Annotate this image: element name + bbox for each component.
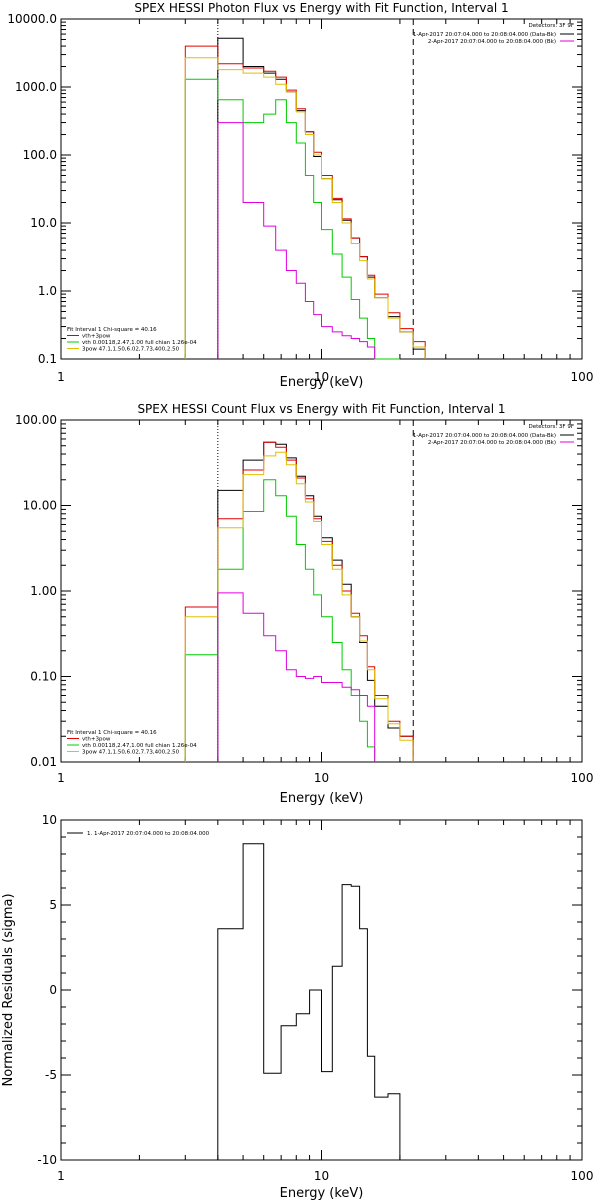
x-axis-label: Energy (keV) bbox=[280, 375, 364, 390]
y-tick-label: -10 bbox=[37, 1153, 57, 1167]
y-tick-label: 1.0 bbox=[38, 284, 57, 298]
y-tick-label: 0.10 bbox=[30, 670, 57, 684]
y-tick-label: 1000.0 bbox=[15, 80, 57, 94]
y-tick-label: 10.00 bbox=[23, 499, 57, 513]
series-power_law bbox=[184, 57, 426, 359]
legend-fit-header: Fit Interval 1 Chi-square = 40.16 bbox=[67, 730, 157, 736]
x-axis-label: Energy (keV) bbox=[280, 791, 364, 806]
y-tick-label: 5 bbox=[49, 898, 57, 912]
chart-title: SPEX HESSI Count Flux vs Energy with Fit… bbox=[137, 402, 505, 416]
series-line-data bbox=[217, 37, 426, 359]
legend-fit: Fit Interval 1 Chi-square = 40.16vth+3po… bbox=[67, 327, 197, 353]
y-axis-label: Normalized Residuals (sigma) bbox=[1, 893, 16, 1086]
chart-title: SPEX HESSI Photon Flux vs Energy with Fi… bbox=[134, 1, 508, 15]
y-tick-label: 100.00 bbox=[15, 413, 57, 427]
legend-entry: 3pow 47.1,1.50,6.02,7.73,400,2.50 bbox=[82, 347, 180, 353]
plot-frame bbox=[60, 419, 583, 763]
y-tick-label: 0.1 bbox=[38, 352, 57, 366]
legend-entry: vth 0.00118,2.47,1.00 full chian 1.26e-0… bbox=[82, 743, 197, 749]
legend-entry: vth+3pow bbox=[82, 737, 111, 743]
legend-entry: 3pow 47.1,1.50,6.02,7.73,400,2.50 bbox=[82, 750, 180, 756]
y-tick-label: 10.0 bbox=[30, 216, 57, 230]
y-tick-label: 0.01 bbox=[30, 755, 57, 769]
x-tick-label: 100 bbox=[571, 771, 594, 785]
series-background bbox=[217, 122, 376, 359]
x-tick-label: 1 bbox=[57, 771, 65, 785]
chart-panel-2: SPEX HESSI Count Flux vs Energy with Fit… bbox=[15, 402, 593, 806]
plot-frame bbox=[60, 18, 583, 360]
series-thermal bbox=[184, 78, 400, 360]
series-line-data bbox=[217, 843, 401, 1160]
series-thermal bbox=[184, 479, 376, 762]
series-line-power_law bbox=[184, 451, 414, 762]
y-tick-label: 10000.0 bbox=[7, 12, 57, 26]
x-tick-label: 100 bbox=[571, 370, 594, 384]
series-line-total bbox=[184, 45, 426, 359]
y-tick-label: 100.0 bbox=[23, 148, 57, 162]
legend-header: Detectors: 3F 9F bbox=[528, 23, 574, 29]
chart-panel-3: 1 10 100 -10 -5 0 5 10 Energy (keV) Normalized Re… bbox=[1, 813, 593, 1200]
legend-header: Detectors: 3F 9F bbox=[528, 424, 574, 430]
legend-entry: vth+3pow bbox=[82, 334, 111, 340]
chart-panel-1: SPEX HESSI Photon Flux vs Energy with Fi… bbox=[7, 1, 593, 390]
series-power_law bbox=[184, 451, 414, 762]
legend-entry: 2-Apr-2017 20:07:04.000 to 20:08:04.000 … bbox=[428, 39, 556, 45]
series-total bbox=[184, 45, 426, 359]
series-line-data bbox=[217, 441, 414, 762]
legend-top-right: 1. 1-Apr-2017 20:07:04.000 to 20:08:04.0… bbox=[67, 831, 210, 837]
series-background bbox=[217, 592, 376, 762]
series-line-background bbox=[217, 592, 376, 762]
series-line-background bbox=[217, 122, 376, 359]
series-data bbox=[217, 441, 414, 762]
y-tick-label: -5 bbox=[45, 1068, 57, 1082]
x-axis-label: Energy (keV) bbox=[280, 1186, 364, 1200]
series-data bbox=[217, 37, 426, 359]
x-tick-label: 100 bbox=[571, 1169, 594, 1183]
legend-top-right: Detectors: 3F 9F 1-Apr-2017 20:07:04.000 … bbox=[413, 424, 574, 446]
x-tick-label: 10 bbox=[314, 370, 329, 384]
legend-top-right: Detectors: 3F 9F 1-Apr-2017 20:07:04.000 … bbox=[413, 23, 574, 45]
legend-fit-header: Fit Interval 1 Chi-square = 40.16 bbox=[67, 327, 157, 333]
legend-entry: 1-Apr-2017 20:07:04.000 to 20:08:04.000 … bbox=[413, 433, 556, 439]
series-line-power_law bbox=[184, 57, 426, 359]
x-tick-label: 10 bbox=[314, 1169, 329, 1183]
legend-entry: 1. 1-Apr-2017 20:07:04.000 to 20:08:04.0… bbox=[87, 831, 210, 837]
x-tick-label: 1 bbox=[57, 1169, 65, 1183]
y-tick-label: 0 bbox=[49, 983, 57, 997]
legend-entry: vth 0.00118,2.47,1.00 full chian 1.26e-0… bbox=[82, 340, 197, 346]
y-tick-label: 1.00 bbox=[30, 584, 57, 598]
y-tick-label: 10 bbox=[42, 813, 57, 827]
series-data bbox=[217, 843, 401, 1160]
series-line-thermal bbox=[184, 479, 376, 762]
x-tick-label: 10 bbox=[314, 771, 329, 785]
legend-entry: 1-Apr-2017 20:07:04.000 to 20:08:04.000 … bbox=[413, 32, 556, 38]
x-tick-label: 1 bbox=[57, 370, 65, 384]
legend-fit: Fit Interval 1 Chi-square = 40.16vth+3po… bbox=[67, 730, 197, 756]
legend-entry: 2-Apr-2017 20:07:04.000 to 20:08:04.000 … bbox=[428, 440, 556, 446]
